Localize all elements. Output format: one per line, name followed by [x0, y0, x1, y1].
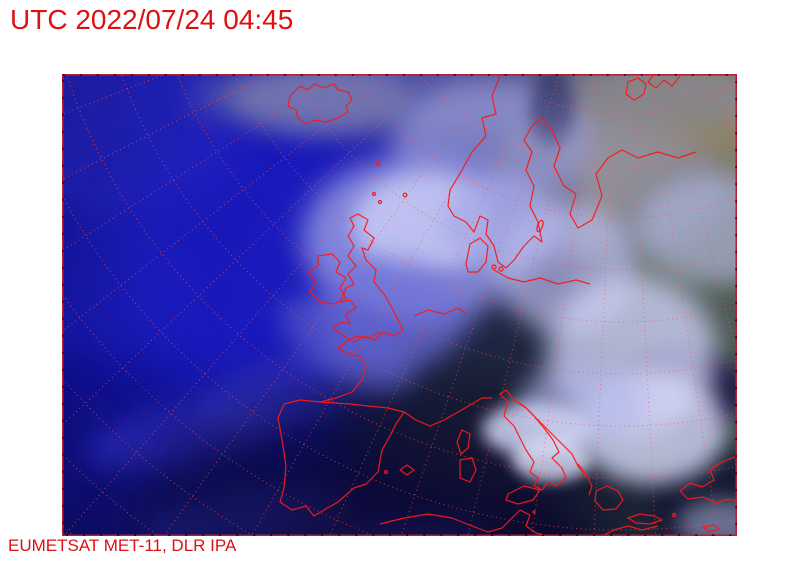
- coastline: [413, 307, 467, 317]
- graticule-parallel: [291, 74, 737, 271]
- coastline: [403, 397, 492, 427]
- graticule-parallel: [352, 74, 737, 219]
- graticule-meridian: [163, 74, 495, 536]
- graticule-parallel: [62, 194, 737, 531]
- island-outline: [375, 160, 381, 166]
- graticule-meridian: [62, 74, 393, 333]
- coastline: [601, 525, 659, 536]
- coastline: [679, 455, 737, 504]
- coastline: [493, 269, 591, 285]
- map-overlay-coastlines-graticule: [62, 74, 737, 536]
- graticule-parallel: [62, 292, 377, 536]
- coastline: [702, 524, 720, 533]
- satellite-map: [62, 74, 737, 536]
- graticule-layer: [62, 74, 737, 536]
- graticule-meridian: [62, 74, 167, 116]
- island-outline: [371, 191, 377, 197]
- coastline: [505, 485, 541, 505]
- coastline: [307, 253, 347, 305]
- coastline: [319, 331, 381, 403]
- coastline: [459, 457, 477, 483]
- graticule-meridian: [62, 74, 270, 180]
- timestamp-title: UTC 2022/07/24 04:45: [10, 4, 294, 35]
- graticule-parallel: [121, 74, 737, 427]
- coastline: [499, 389, 567, 491]
- coastline: [379, 509, 549, 536]
- coastline: [647, 74, 681, 89]
- coastline: [456, 429, 471, 455]
- graticule-meridian: [62, 74, 449, 473]
- island-outline: [377, 199, 383, 205]
- coastline: [465, 237, 489, 273]
- map-frame-ticks: [62, 74, 737, 536]
- coastline: [399, 464, 415, 476]
- graticule-parallel: [62, 524, 76, 536]
- graticule-parallel: [494, 74, 737, 115]
- coastline: [447, 75, 697, 269]
- island-outline: [671, 512, 677, 518]
- graticule-parallel: [233, 74, 737, 323]
- coastline: [625, 77, 647, 101]
- coastline-layer: [277, 74, 737, 536]
- coastline: [277, 399, 405, 517]
- graticule-meridian: [648, 74, 719, 536]
- imagery-blob: [232, 74, 412, 134]
- island-outline: [491, 264, 497, 270]
- coastline: [577, 463, 593, 496]
- island-outline: [498, 266, 504, 272]
- graticule-parallel: [62, 74, 737, 536]
- coastline: [513, 399, 587, 477]
- graticule-meridian: [467, 74, 580, 536]
- graticule-meridian: [250, 74, 519, 536]
- map-frame: [62, 74, 737, 536]
- graticule-meridian: [593, 74, 615, 536]
- graticule-parallel: [65, 74, 737, 479]
- graticule-meridian: [727, 74, 737, 91]
- graticule-meridian: [400, 74, 561, 536]
- graticule-meridian: [705, 74, 737, 142]
- coastline: [287, 83, 353, 125]
- coastline: [332, 213, 404, 343]
- graticule-meridian: [531, 74, 598, 536]
- graticule-meridian: [666, 74, 737, 358]
- coastline: [627, 513, 663, 525]
- island-outline: [402, 192, 408, 198]
- graticule-meridian: [630, 74, 657, 536]
- graticule-parallel: [176, 74, 737, 375]
- graticule-meridian: [62, 74, 341, 252]
- graticule-parallel: [62, 453, 160, 536]
- graticule-parallel: [62, 376, 256, 536]
- island-outline: [536, 219, 544, 233]
- island-outline: [532, 510, 536, 514]
- graticule-meridian: [62, 74, 434, 427]
- coastline: [594, 485, 624, 511]
- graticule-meridian: [685, 74, 737, 221]
- imagery-blob: [512, 436, 592, 482]
- graticule-meridian: [63, 74, 467, 536]
- graticule-meridian: [328, 74, 541, 536]
- island-outline: [383, 469, 389, 475]
- attribution-text: EUMETSAT MET-11, DLR IPA: [8, 536, 237, 555]
